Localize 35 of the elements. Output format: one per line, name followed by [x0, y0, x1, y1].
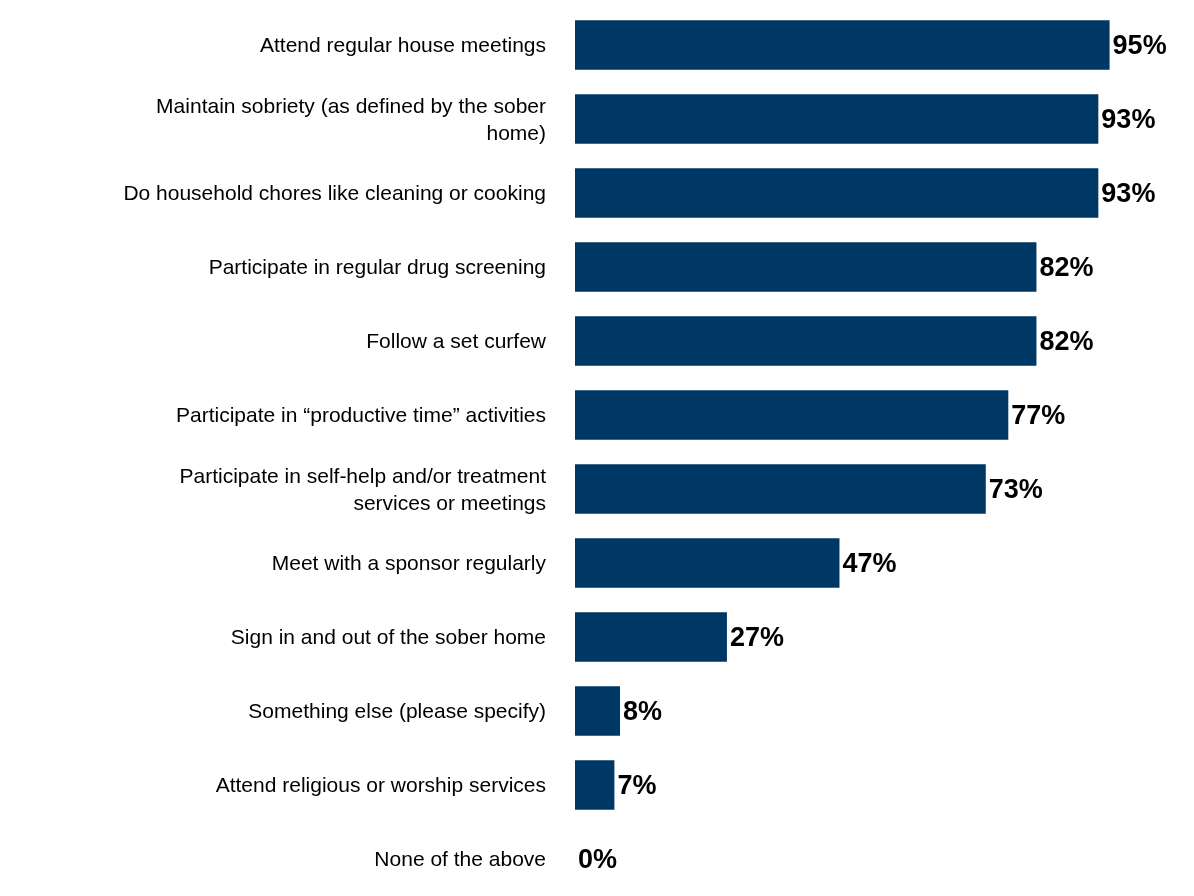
bar	[575, 390, 1009, 440]
bar	[575, 168, 1099, 218]
bar	[575, 94, 1099, 144]
y-tick-label: Meet with a sponsor regularly	[271, 551, 547, 575]
data-label: 77%	[1011, 400, 1066, 430]
data-label: 0%	[578, 844, 618, 874]
y-tick-label: Attend religious or worship services	[215, 773, 546, 797]
bar	[575, 612, 727, 662]
y-tick-label: None of the above	[374, 847, 546, 871]
y-tick-label: Something else (please specify)	[248, 699, 546, 723]
y-tick-label: Do household chores like cleaning or cooking	[123, 181, 546, 205]
data-label: 7%	[617, 770, 657, 800]
data-label: 47%	[842, 548, 897, 578]
y-tick-label: Participate in “productive time” activities	[176, 403, 546, 427]
bar	[575, 760, 615, 810]
y-tick-label: Follow a set curfew	[366, 329, 547, 353]
bar	[575, 316, 1037, 366]
data-label: 82%	[1039, 252, 1094, 282]
y-tick-label: Participate in self-help and/or treatment services or meetings	[179, 463, 547, 514]
data-label: 8%	[623, 696, 663, 726]
bar	[575, 242, 1037, 292]
data-label: 93%	[1101, 104, 1156, 134]
y-tick-label: Attend regular house meetings	[259, 33, 546, 57]
bar	[575, 686, 621, 736]
y-tick-label: Sign in and out of the sober home	[230, 625, 546, 649]
bar	[575, 464, 986, 514]
bar	[575, 20, 1110, 70]
data-label: 73%	[988, 474, 1043, 504]
y-tick-label: Maintain sobriety (as defined by the sober home)	[156, 93, 546, 144]
y-tick-label: Participate in regular drug screening	[208, 255, 546, 279]
data-label: 95%	[1112, 30, 1167, 60]
bar	[575, 538, 840, 588]
data-label: 93%	[1101, 178, 1156, 208]
data-label: 82%	[1039, 326, 1094, 356]
data-label: 27%	[729, 622, 784, 652]
